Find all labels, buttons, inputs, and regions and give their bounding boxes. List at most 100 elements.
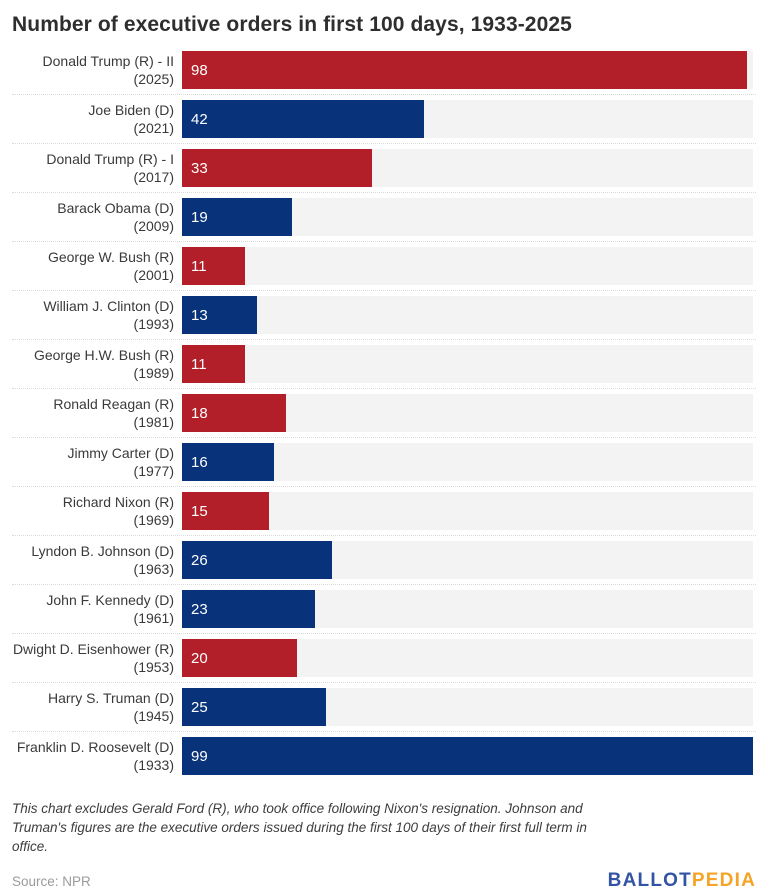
bar-row: George H.W. Bush (R) (1989) 11 [12, 340, 756, 389]
bar-track: 13 [182, 296, 753, 334]
president-year: (1953) [133, 659, 174, 675]
bar-track: 11 [182, 247, 753, 285]
bar-value: 33 [191, 159, 208, 177]
bar-track: 19 [182, 198, 753, 236]
president-year: (2021) [133, 120, 174, 136]
bar-label: John F. Kennedy (D) (1961) [12, 591, 182, 628]
bar-track: 42 [182, 100, 753, 138]
bar: 33 [182, 149, 373, 187]
president-year: (1993) [133, 316, 174, 332]
bar-row: Dwight D. Eisenhower (R) (1953) 20 [12, 634, 756, 683]
president-year: (1945) [133, 708, 174, 724]
president-year: (1977) [133, 463, 174, 479]
bar-label: Dwight D. Eisenhower (R) (1953) [12, 640, 182, 677]
bar: 11 [182, 345, 246, 383]
bar-track: 15 [182, 492, 753, 530]
bar-track: 23 [182, 590, 753, 628]
bar-value: 16 [191, 453, 208, 471]
bar-value: 25 [191, 698, 208, 716]
bar-row: William J. Clinton (D) (1993) 13 [12, 291, 756, 340]
president-year: (2017) [133, 169, 174, 185]
bar-value: 13 [191, 306, 208, 324]
bar-row: George W. Bush (R) (2001) 11 [12, 242, 756, 291]
president-name: Richard Nixon (R) [62, 493, 174, 510]
president-year: (1989) [133, 365, 174, 381]
president-year: (1981) [133, 414, 174, 430]
bar-track: 11 [182, 345, 753, 383]
president-name: Lyndon B. Johnson (D) [31, 542, 174, 559]
president-name: George W. Bush (R) [47, 248, 174, 265]
bar: 11 [182, 247, 246, 285]
bar-track: 33 [182, 149, 753, 187]
president-year: (2001) [133, 267, 174, 283]
bar-row: Ronald Reagan (R) (1981) 18 [12, 389, 756, 438]
logo-text-pedia: PEDIA [691, 870, 756, 892]
president-name: Joe Biden (D) [88, 101, 174, 118]
bar-track: 98 [182, 51, 753, 89]
president-name: Barack Obama (D) [57, 199, 174, 216]
bar: 25 [182, 688, 327, 726]
bar-row: Harry S. Truman (D) (1945) 25 [12, 683, 756, 732]
bar: 18 [182, 394, 286, 432]
bar: 99 [182, 737, 753, 775]
bar-label: George H.W. Bush (R) (1989) [12, 346, 182, 383]
president-name: Donald Trump (R) - II [42, 52, 174, 69]
president-name: Harry S. Truman (D) [47, 689, 174, 706]
bar-value: 15 [191, 502, 208, 520]
president-year: (1933) [133, 757, 174, 773]
chart-title: Number of executive orders in first 100 … [12, 13, 572, 36]
bar-label: Donald Trump (R) - II (2025) [12, 52, 182, 89]
bar: 20 [182, 639, 298, 677]
bar-value: 20 [191, 649, 208, 667]
bar-track: 25 [182, 688, 753, 726]
bar-chart: Donald Trump (R) - II (2025) 98 Joe Bide… [12, 46, 756, 780]
bar-value: 23 [191, 600, 208, 618]
bar-label: Joe Biden (D) (2021) [12, 101, 182, 138]
president-year: (1961) [133, 610, 174, 626]
bar: 23 [182, 590, 315, 628]
president-name: Franklin D. Roosevelt (D) [16, 738, 174, 755]
bar-row: Donald Trump (R) - I (2017) 33 [12, 144, 756, 193]
bar-track: 18 [182, 394, 753, 432]
bar: 19 [182, 198, 292, 236]
bar: 98 [182, 51, 748, 89]
bar-row: Donald Trump (R) - II (2025) 98 [12, 46, 756, 95]
bar-value: 19 [191, 208, 208, 226]
bar-track: 20 [182, 639, 753, 677]
bar-row: Franklin D. Roosevelt (D) (1933) 99 [12, 732, 756, 780]
bar: 13 [182, 296, 257, 334]
bar-label: Franklin D. Roosevelt (D) (1933) [12, 738, 182, 775]
chart-footnote: This chart excludes Gerald Ford (R), who… [12, 801, 587, 855]
president-name: William J. Clinton (D) [43, 297, 174, 314]
bar-row: Jimmy Carter (D) (1977) 16 [12, 438, 756, 487]
bar-value: 98 [191, 61, 208, 79]
bar-value: 99 [191, 747, 208, 765]
bar-value: 42 [191, 110, 208, 128]
bar-track: 16 [182, 443, 753, 481]
bar-row: Richard Nixon (R) (1969) 15 [12, 487, 756, 536]
bar-label: Barack Obama (D) (2009) [12, 199, 182, 236]
president-name: Dwight D. Eisenhower (R) [12, 640, 174, 657]
president-name: Donald Trump (R) - I [46, 150, 174, 167]
chart-footer: Source: NPR BALLOTPEDIA [12, 870, 756, 892]
bar-label: Ronald Reagan (R) (1981) [12, 395, 182, 432]
bar-label: George W. Bush (R) (2001) [12, 248, 182, 285]
bar-track: 26 [182, 541, 753, 579]
bar-track: 99 [182, 737, 753, 775]
bar: 15 [182, 492, 269, 530]
bar-value: 18 [191, 404, 208, 422]
president-year: (2025) [133, 71, 174, 87]
bar-value: 11 [191, 257, 207, 275]
bar-row: Lyndon B. Johnson (D) (1963) 26 [12, 536, 756, 585]
bar-label: Harry S. Truman (D) (1945) [12, 689, 182, 726]
bar-row: John F. Kennedy (D) (1961) 23 [12, 585, 756, 634]
ballotpedia-logo: BALLOTPEDIA [608, 870, 756, 892]
bar-value: 11 [191, 355, 207, 373]
bar-label: Donald Trump (R) - I (2017) [12, 150, 182, 187]
president-year: (1963) [133, 561, 174, 577]
bar-label: William J. Clinton (D) (1993) [12, 297, 182, 334]
president-name: Jimmy Carter (D) [67, 444, 174, 461]
president-name: Ronald Reagan (R) [53, 395, 174, 412]
bar-value: 26 [191, 551, 208, 569]
